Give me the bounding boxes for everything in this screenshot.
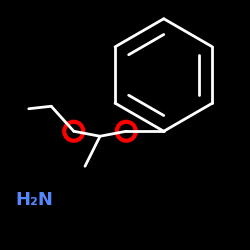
Circle shape <box>117 122 136 141</box>
Circle shape <box>64 122 83 141</box>
Text: H₂N: H₂N <box>15 191 53 209</box>
